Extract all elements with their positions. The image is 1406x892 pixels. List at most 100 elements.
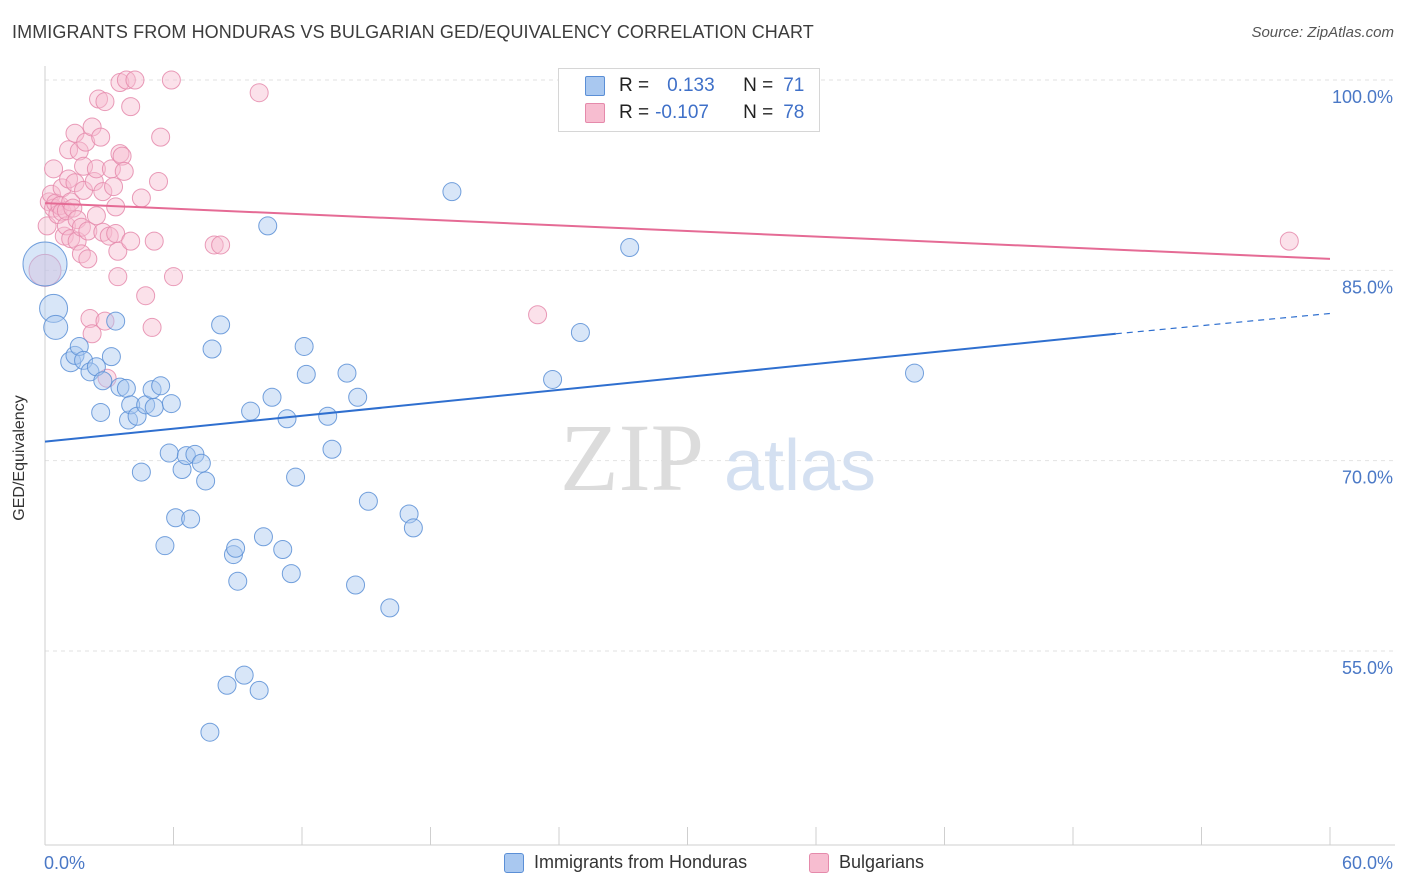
legend-r-value: -0.107 [655, 102, 709, 123]
legend-swatch-blue [585, 76, 605, 96]
honduras-point-55 [346, 575, 366, 595]
bulgarians-point-63 [149, 172, 169, 192]
bulgarians-point-36 [86, 159, 106, 179]
watermark-atlas: atlas [724, 426, 876, 506]
honduras-trend-extension [1115, 312, 1331, 335]
bulgarians-point-38 [91, 127, 111, 147]
honduras-point-46 [273, 539, 293, 559]
bulgarians-point-12 [56, 216, 76, 236]
legend-r-label: R = [619, 75, 650, 96]
honduras-point-48 [281, 564, 301, 584]
honduras-point-9 [91, 402, 111, 422]
series-legend-honduras[interactable]: Immigrants from Honduras [504, 852, 747, 873]
bulgarians-point-67 [204, 235, 224, 255]
bulgarians-point-33 [82, 324, 102, 344]
x-tick-label-1: 60.0% [1342, 853, 1393, 873]
x-tick-label-0: 0.0% [44, 853, 85, 873]
bulgarians-point-39 [93, 182, 113, 202]
honduras-point-23 [155, 536, 175, 556]
bulgarians-point-42 [95, 92, 115, 112]
honduras-point-60 [403, 518, 423, 538]
legend-n-value: 78 [783, 102, 805, 123]
honduras-point-11 [101, 347, 121, 367]
honduras-point-13 [110, 377, 130, 397]
legend-n-label: N = [743, 75, 774, 96]
bulgarians-point-57 [121, 231, 141, 251]
honduras-point-8 [86, 357, 106, 377]
honduras-point-24 [159, 443, 179, 463]
chart-title: IMMIGRANTS FROM HONDURAS VS BULGARIAN GE… [12, 22, 814, 42]
bulgarians-trend-line [44, 202, 1331, 260]
bulgarians-point-30 [78, 249, 98, 269]
honduras-point-34 [200, 722, 220, 742]
bulgarians-point-70 [528, 305, 548, 325]
honduras-point-21 [144, 397, 164, 417]
bulgarians-point-66 [164, 267, 183, 287]
honduras-point-38 [226, 538, 246, 558]
honduras-point-18 [131, 462, 151, 482]
y-tick-label-2: 70.0% [1342, 468, 1393, 488]
honduras-trend-line [44, 332, 1116, 443]
honduras-point-43 [253, 527, 273, 547]
trend-lines [44, 202, 1331, 443]
honduras-point-35 [211, 315, 231, 335]
bulgarians-point-35 [86, 206, 106, 226]
watermark-zip: ZIP [560, 404, 704, 511]
bulgarians-point-60 [136, 286, 156, 306]
legend-swatch-pink [585, 103, 605, 123]
bulgarians-point-5 [44, 159, 64, 179]
honduras-point-22 [151, 376, 171, 396]
honduras-point-53 [322, 439, 342, 459]
bulgarians-point-15 [59, 140, 79, 160]
legend-n-label: N = [743, 102, 774, 123]
y-tick-label-3: 55.0% [1342, 658, 1393, 678]
honduras-point-40 [234, 665, 254, 685]
honduras-point-25 [161, 394, 181, 414]
bulgarians-point-51 [110, 144, 130, 164]
honduras-point-45 [262, 387, 282, 407]
honduras-point-36 [217, 675, 237, 695]
bulgarians-point-65 [161, 70, 181, 90]
honduras-point-52 [318, 406, 338, 426]
bulgarians-point-54 [114, 161, 134, 181]
bulgarians-point-59 [131, 188, 151, 208]
bulgarians-point-49 [108, 241, 128, 261]
honduras-point-58 [380, 598, 400, 618]
series-legend-bulgarians[interactable]: Bulgarians [809, 852, 924, 873]
bulgarians-point-69 [249, 83, 269, 103]
honduras-point-0 [22, 241, 68, 287]
legend-n-value: 71 [783, 75, 805, 96]
series-legend: Immigrants from Honduras Bulgarians [0, 852, 1406, 878]
bulgarians-point-46 [104, 177, 124, 197]
axes [44, 66, 1395, 846]
bulgarians-point-53 [112, 146, 132, 166]
honduras-point-26 [166, 508, 186, 528]
honduras-point-1 [39, 293, 69, 323]
bulgarians-point-64 [151, 127, 171, 147]
bulgarians-point-61 [142, 317, 162, 337]
honduras-point-44 [258, 216, 278, 236]
honduras-point-56 [348, 387, 368, 407]
bulgarians-point-29 [78, 221, 98, 241]
correlation-legend: R = 0.133 N = 71 R = -0.107 N = 78 [558, 68, 820, 132]
honduras-point-32 [196, 471, 216, 491]
honduras-point-16 [121, 395, 141, 415]
honduras-point-67 [905, 363, 925, 383]
honduras-point-10 [93, 371, 113, 391]
honduras-points [22, 70, 925, 742]
honduras-point-31 [191, 453, 211, 473]
source-credit: Source: ZipAtlas.com [1251, 24, 1394, 41]
bulgarians-point-68 [211, 235, 231, 255]
legend-r-value: 0.133 [667, 75, 715, 96]
honduras-point-33 [202, 339, 222, 359]
watermark: ZIP atlas [560, 404, 876, 511]
bulgarians-point-50 [108, 267, 128, 287]
bulgarians-point-31 [80, 309, 100, 329]
legend-row-honduras: R = 0.133 N = 71 [585, 73, 804, 99]
honduras-point-51 [296, 364, 316, 384]
series-label: Immigrants from Honduras [534, 852, 748, 872]
honduras-point-39 [228, 571, 248, 591]
bulgarians-point-41 [95, 311, 115, 331]
series-swatch-blue [504, 852, 524, 873]
